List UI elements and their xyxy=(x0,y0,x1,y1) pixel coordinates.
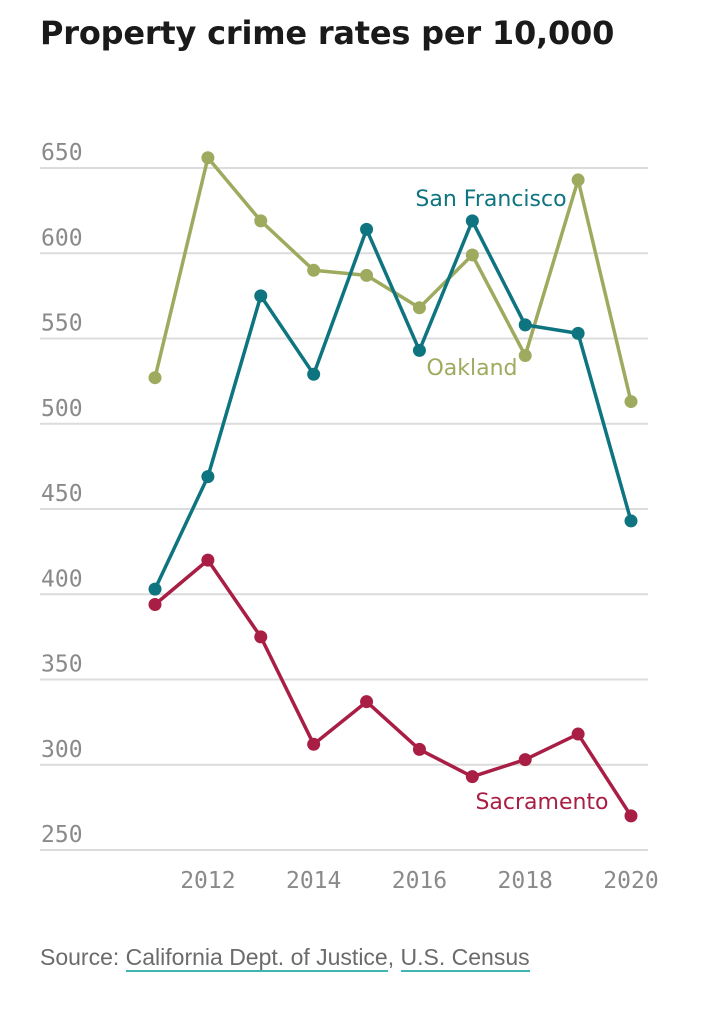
data-point-oakland xyxy=(254,214,268,228)
x-axis-tick-labels: 2012 2014 2016 2018 2020 xyxy=(180,868,659,894)
data-point-oakland xyxy=(148,371,162,385)
y-axis-tick-labels: 650 600 550 500 450 400 350 300 250 xyxy=(41,140,83,848)
source-note: Source: California Dept. of Justice, U.S… xyxy=(40,944,530,972)
line-chart: 650 600 550 500 450 400 350 300 250 2012 2014 2016… xyxy=(40,140,659,894)
x-tick-label: 2012 xyxy=(180,868,235,894)
data-point-sacramento xyxy=(307,737,321,751)
gridlines xyxy=(40,167,648,851)
x-tick-label: 2018 xyxy=(498,868,553,894)
source-link-doj[interactable]: California Dept. of Justice xyxy=(125,944,388,972)
y-tick-label: 550 xyxy=(41,311,83,337)
data-point-san-francisco xyxy=(571,326,585,340)
source-link-census[interactable]: U.S. Census xyxy=(400,944,530,972)
y-tick-label: 600 xyxy=(41,225,83,251)
series-san-francisco xyxy=(148,214,638,596)
series-sacramento xyxy=(148,553,638,823)
data-point-san-francisco xyxy=(254,289,268,303)
y-tick-label: 450 xyxy=(41,481,83,507)
data-point-oakland xyxy=(465,248,479,262)
data-point-sacramento xyxy=(201,553,215,567)
data-point-oakland xyxy=(571,173,585,187)
data-point-san-francisco xyxy=(201,470,215,484)
data-point-sacramento xyxy=(518,753,532,767)
series-lines xyxy=(148,151,638,823)
x-tick-label: 2014 xyxy=(286,868,341,894)
y-tick-label: 500 xyxy=(41,396,83,422)
data-point-sacramento xyxy=(465,770,479,784)
y-tick-label: 350 xyxy=(41,652,83,678)
series-label-san-francisco: San Francisco xyxy=(415,187,566,212)
data-point-sacramento xyxy=(624,809,638,823)
series-label-oakland: Oakland xyxy=(426,356,517,381)
x-tick-label: 2020 xyxy=(603,868,658,894)
series-line-san-francisco xyxy=(153,219,633,590)
data-point-san-francisco xyxy=(412,343,426,357)
data-point-oakland xyxy=(412,301,426,315)
data-point-san-francisco xyxy=(148,582,162,596)
y-tick-label: 650 xyxy=(41,140,83,166)
data-point-sacramento xyxy=(254,630,268,644)
series-labels: Oakland San Francisco Sacramento xyxy=(415,187,608,815)
y-tick-label: 300 xyxy=(41,737,83,763)
series-line-sacramento xyxy=(153,558,633,817)
y-tick-label: 400 xyxy=(41,566,83,592)
chart-title: Property crime rates per 10,000 xyxy=(40,14,615,52)
data-point-oakland xyxy=(201,151,215,165)
data-point-oakland xyxy=(307,263,321,277)
data-point-oakland xyxy=(360,268,374,282)
data-point-sacramento xyxy=(360,695,374,709)
data-point-sacramento xyxy=(148,597,162,611)
y-tick-label: 250 xyxy=(41,822,83,848)
source-separator: , xyxy=(387,944,401,970)
series-label-sacramento: Sacramento xyxy=(475,790,608,815)
data-point-sacramento xyxy=(571,727,585,741)
data-point-san-francisco xyxy=(465,214,479,228)
data-point-san-francisco xyxy=(624,514,638,528)
x-tick-label: 2016 xyxy=(392,868,447,894)
source-prefix: Source: xyxy=(40,944,126,970)
data-point-san-francisco xyxy=(518,318,532,332)
data-point-sacramento xyxy=(412,742,426,756)
data-point-oakland xyxy=(518,349,532,363)
data-point-san-francisco xyxy=(307,367,321,381)
data-point-san-francisco xyxy=(360,222,374,236)
data-point-oakland xyxy=(624,395,638,409)
